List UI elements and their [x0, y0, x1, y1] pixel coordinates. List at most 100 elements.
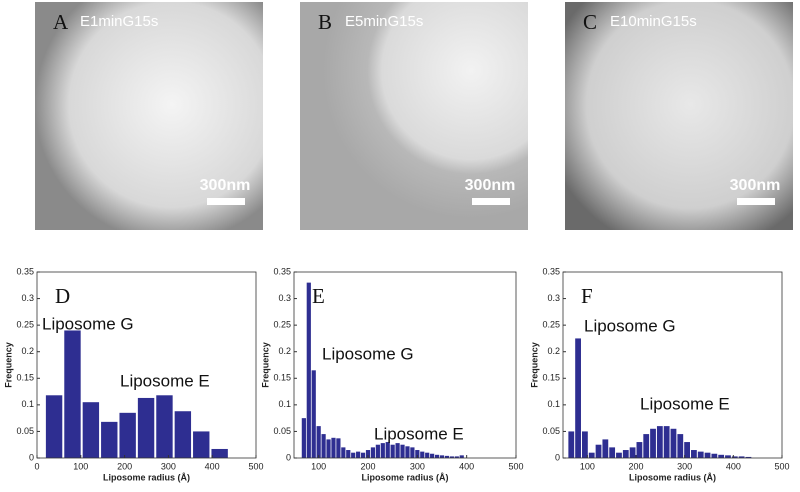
scale-bar-label: 300nm [200, 177, 251, 194]
bar [718, 454, 725, 458]
bar [356, 451, 361, 458]
y-tick-label: 0 [286, 452, 291, 462]
bar [420, 451, 425, 458]
bar [602, 439, 609, 458]
bar [390, 444, 395, 458]
x-tick-label: 300 [677, 461, 692, 471]
y-tick-label: 0.35 [542, 266, 560, 276]
y-tick-label: 0.2 [21, 346, 34, 356]
bar [316, 426, 321, 458]
x-tick-label: 300 [410, 461, 425, 471]
bar [45, 395, 63, 458]
bar [351, 452, 356, 458]
y-tick-label: 0.05 [16, 426, 34, 436]
y-tick-label: 0.25 [542, 320, 560, 330]
bar [410, 447, 415, 458]
panel-letter: F [581, 284, 593, 308]
y-tick-label: 0.25 [273, 320, 291, 330]
y-axis-label: Frequency [260, 342, 270, 388]
panel-letter: D [55, 284, 70, 308]
bar [697, 451, 704, 458]
y-tick-label: 0 [29, 452, 34, 462]
y-tick-label: 0.25 [16, 320, 34, 330]
axes-box [36, 271, 257, 459]
bar [588, 452, 595, 458]
y-tick-label: 0.15 [16, 373, 34, 383]
bar [643, 434, 650, 458]
bar [704, 452, 711, 458]
bar [193, 431, 210, 458]
bar [459, 455, 464, 458]
micrograph [35, 2, 263, 230]
bar [568, 431, 575, 458]
scale-bar-label: 300nm [730, 177, 781, 194]
scale-bar [737, 198, 775, 205]
bar [725, 455, 731, 458]
image-label: E10minG15s [610, 13, 697, 30]
bar [321, 434, 326, 458]
image-label: E1minG15s [80, 13, 158, 30]
bar [405, 446, 410, 458]
y-tick-label: 0.15 [273, 373, 291, 383]
bar [582, 431, 588, 458]
bar [711, 453, 718, 458]
y-tick-label: 0.05 [542, 426, 560, 436]
bar [609, 447, 616, 458]
micrograph [300, 2, 528, 230]
bar [670, 428, 677, 458]
panel-letter: E [312, 284, 325, 308]
x-tick-label: 400 [726, 461, 741, 471]
bar [425, 452, 430, 458]
bar [622, 450, 629, 458]
panel-letter: A [53, 10, 69, 34]
x-tick-label: 200 [360, 461, 375, 471]
bar [395, 443, 400, 458]
x-tick-label: 200 [117, 461, 132, 471]
annotation: Liposome G [42, 314, 134, 333]
bar [691, 450, 697, 458]
y-tick-label: 0.35 [16, 266, 34, 276]
bar [301, 418, 306, 458]
bar [64, 330, 81, 458]
y-tick-label: 0.3 [278, 293, 291, 303]
scale-bar-label: 300nm [465, 177, 516, 194]
bar [636, 442, 643, 458]
y-tick-label: 0.1 [278, 399, 291, 409]
y-tick-label: 0.3 [547, 293, 560, 303]
y-axis-label: Frequency [529, 342, 539, 388]
bar [731, 456, 738, 458]
y-tick-label: 0.3 [21, 293, 34, 303]
image-label: E5minG15s [345, 13, 423, 30]
bar [365, 450, 371, 458]
x-tick-label: 100 [580, 461, 595, 471]
annotation: Liposome E [640, 394, 730, 413]
bar [684, 442, 690, 458]
x-axis-label: Liposome radius (Å) [103, 472, 190, 482]
y-tick-label: 0.1 [547, 399, 560, 409]
bar [306, 282, 311, 458]
y-tick-label: 0.05 [273, 426, 291, 436]
scale-bar [207, 198, 245, 205]
bar [738, 456, 745, 458]
bar [174, 411, 192, 458]
bar [650, 428, 656, 458]
bar [454, 456, 459, 458]
bar [434, 454, 440, 458]
bar [101, 421, 118, 458]
bar [331, 437, 336, 458]
bar [346, 450, 351, 458]
bar [156, 395, 173, 458]
bar [211, 448, 228, 458]
bar [677, 434, 684, 458]
x-axis-label: Liposome radius (Å) [361, 472, 448, 482]
x-tick-label: 100 [73, 461, 88, 471]
x-tick-label: 500 [248, 461, 263, 471]
y-tick-label: 0.1 [21, 399, 34, 409]
y-tick-label: 0.15 [542, 373, 560, 383]
bar [326, 439, 331, 458]
x-axis-label: Liposome radius (Å) [629, 472, 716, 482]
bar [415, 450, 420, 458]
y-tick-label: 0.2 [547, 346, 560, 356]
bar [656, 426, 663, 458]
